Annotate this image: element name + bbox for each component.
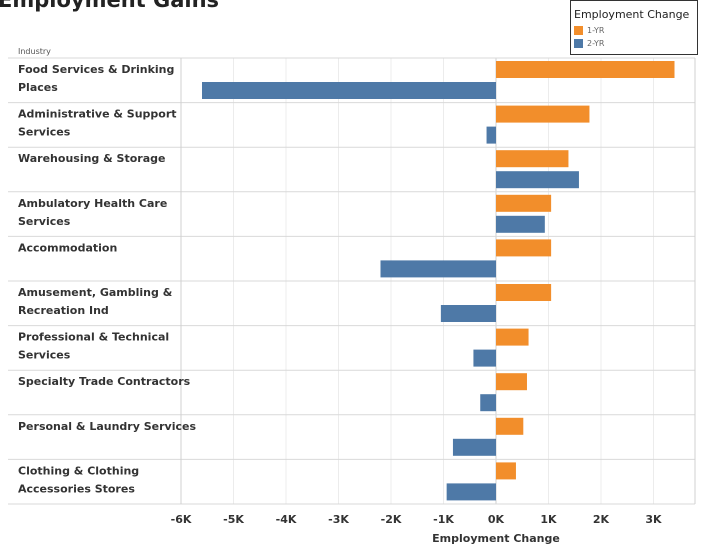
- legend-item-2yr[interactable]: 2-YR: [574, 38, 604, 48]
- legend-label-1yr: 1-YR: [587, 25, 605, 35]
- chart-title: Employment Gains: [0, 0, 220, 12]
- legend-swatch-2yr: [574, 38, 583, 48]
- x-tick-label: -3K: [328, 513, 349, 526]
- x-axis-title: Employment Change: [432, 532, 560, 545]
- bar-1-yr: [496, 328, 529, 346]
- bar-1-yr: [496, 61, 675, 78]
- legend-title: Employment Change: [574, 8, 690, 21]
- x-tick-label: 1K: [540, 513, 557, 526]
- bar-1-yr: [496, 105, 590, 123]
- bar-2-yr: [473, 349, 496, 367]
- category-label: Amusement, Gambling &: [18, 286, 173, 299]
- category-label: Administrative & Support: [18, 108, 177, 121]
- category-label: Specialty Trade Contractors: [18, 375, 191, 388]
- category-label: Ambulatory Health Care: [18, 197, 167, 210]
- bar-1-yr: [496, 284, 552, 301]
- bar-1-yr: [496, 150, 569, 168]
- category-label: Places: [18, 81, 58, 94]
- x-tick-label: 3K: [645, 513, 662, 526]
- bar-2-yr: [480, 394, 496, 412]
- bar-2-yr: [496, 215, 545, 233]
- legend-swatch-1yr: [574, 25, 583, 35]
- x-tick-label: 0K: [488, 513, 505, 526]
- category-label: Personal & Laundry Services: [18, 420, 196, 433]
- category-label: Services: [18, 349, 71, 362]
- category-label: Warehousing & Storage: [18, 152, 165, 165]
- x-tick-label: -4K: [276, 513, 297, 526]
- x-tick-label: 2K: [593, 513, 610, 526]
- bar-1-yr: [496, 373, 527, 391]
- legend-item-1yr[interactable]: 1-YR: [574, 25, 604, 35]
- bar-1-yr: [496, 194, 552, 212]
- bar-2-yr: [202, 82, 496, 99]
- x-tick-label: -2K: [381, 513, 402, 526]
- bar-1-yr: [496, 239, 552, 257]
- category-label: Services: [18, 126, 71, 139]
- row-header: Industry: [18, 47, 51, 56]
- bar-1-yr: [496, 462, 516, 480]
- category-label: Accommodation: [18, 241, 117, 254]
- category-label: Clothing & Clothing: [18, 464, 139, 477]
- category-label: Services: [18, 215, 71, 228]
- bar-2-yr: [452, 438, 496, 456]
- x-tick-label: -5K: [223, 513, 244, 526]
- category-label: Professional & Technical: [18, 331, 169, 344]
- bar-1-yr: [496, 417, 524, 435]
- bar-2-yr: [496, 171, 579, 189]
- x-tick-label: -6K: [171, 513, 192, 526]
- legend: Employment Change 1-YR 2-YR: [570, 0, 698, 55]
- bar-2-yr: [446, 483, 496, 501]
- bar-2-yr: [380, 260, 496, 278]
- category-label: Recreation Ind: [18, 304, 109, 317]
- bar-2-yr: [486, 126, 496, 144]
- x-tick-label: -1K: [433, 513, 454, 526]
- category-label: Accessories Stores: [18, 482, 135, 495]
- category-label: Food Services & Drinking: [18, 63, 174, 76]
- legend-label-2yr: 2-YR: [587, 38, 605, 48]
- bar-2-yr: [440, 305, 496, 322]
